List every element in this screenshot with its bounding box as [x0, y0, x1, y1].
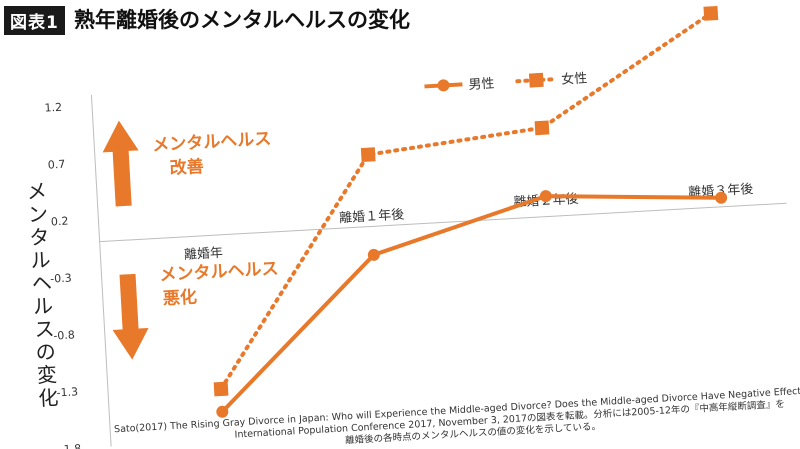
- x-axis-baseline: [99, 202, 787, 243]
- data-point-male: [216, 405, 229, 418]
- y-tick-label: 0.7: [47, 158, 65, 172]
- y-tick-label: -0.3: [50, 271, 72, 285]
- y-axis-line: [90, 95, 112, 447]
- data-point-female: [213, 381, 229, 397]
- y-tick-label: -1.3: [56, 385, 78, 399]
- y-tick-label: 1.2: [44, 101, 62, 115]
- legend-male-label: 男性: [468, 77, 495, 93]
- data-point-male: [539, 190, 552, 203]
- legend-male-marker: [437, 79, 450, 92]
- worsen-annotation: メンタルヘルス 悪化: [159, 257, 280, 312]
- series-line-female: [219, 11, 713, 391]
- data-point-female: [703, 5, 719, 21]
- x-category-label: 離婚１年後: [339, 208, 405, 227]
- data-point-female: [534, 120, 550, 136]
- legend-female-marker: [528, 72, 544, 88]
- improve-annotation: メンタルヘルス 改善: [152, 127, 273, 182]
- legend-female-label: 女性: [561, 70, 588, 87]
- data-point-female: [360, 147, 376, 163]
- series-line-male: [220, 194, 722, 414]
- data-point-male: [367, 248, 380, 261]
- improve-arrow-icon: [102, 120, 139, 207]
- data-point-male: [715, 191, 728, 204]
- x-category-label: 離婚年: [184, 246, 224, 263]
- y-tick-label: 0.2: [51, 215, 69, 229]
- figure-badge: 図表1: [4, 6, 65, 35]
- y-tick-label: -1.8: [59, 442, 81, 449]
- y-tick-label: -0.8: [53, 328, 75, 342]
- figure-title: 熟年離婚後のメンタルヘルスの変化: [74, 8, 410, 32]
- worsen-arrow-icon: [112, 273, 149, 360]
